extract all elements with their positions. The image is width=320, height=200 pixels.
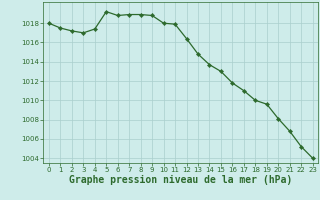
X-axis label: Graphe pression niveau de la mer (hPa): Graphe pression niveau de la mer (hPa) (69, 175, 292, 185)
